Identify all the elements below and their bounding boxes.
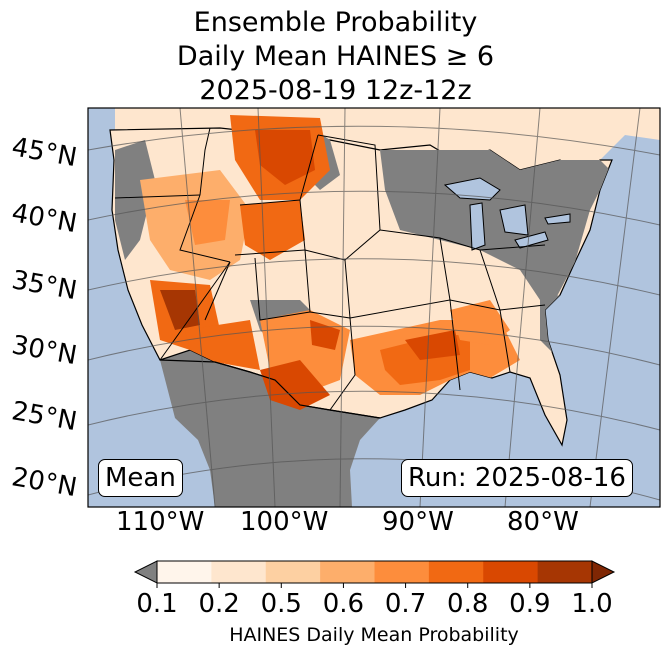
- lon-label-80w: 80°W: [507, 507, 579, 537]
- map-area: [88, 108, 660, 507]
- no-data-pacific-nw: [115, 140, 155, 260]
- lake-ontario: [544, 213, 571, 225]
- colorbar-segment: [265, 561, 321, 583]
- prob-west-texas: [260, 360, 330, 410]
- colorbar-tick-label: 0.8: [447, 589, 489, 619]
- colorbar-segment: [211, 561, 267, 583]
- colorbar-segment: [428, 561, 484, 583]
- colorbar-tick-label: 0.2: [198, 589, 240, 619]
- run-date-box: Run: 2025-08-16: [401, 459, 633, 497]
- map-frame: [87, 107, 661, 508]
- lon-label-100w: 100°W: [240, 507, 329, 537]
- colorbar-tick-label: 0.6: [322, 589, 365, 619]
- prob-wyoming: [240, 200, 305, 260]
- colorbar-tick-label: 0.5: [260, 589, 302, 619]
- mean-box: Mean: [98, 459, 183, 497]
- colorbar-tick-label: 0.7: [384, 589, 427, 619]
- colorbar-over-arrow: [591, 560, 616, 584]
- colorbar-tick-label: 0.1: [136, 589, 178, 619]
- prob-montana-core: [255, 130, 315, 185]
- state-borders: [114, 127, 546, 411]
- mexico-border: [159, 359, 381, 419]
- title-line-2: Daily Mean HAINES ≥ 6: [176, 41, 495, 72]
- colorbar-segment: [483, 561, 539, 583]
- colorbar-segment: [537, 561, 593, 583]
- no-data-northeast: [380, 150, 610, 300]
- prob-idaho: [185, 200, 230, 245]
- lake-michigan: [469, 202, 486, 251]
- colorbar: [133, 560, 616, 588]
- lake-huron: [499, 204, 529, 236]
- lon-label-110w: 110°W: [116, 507, 205, 537]
- colorbar-frame: [156, 560, 593, 584]
- colorbar-segment: [157, 561, 212, 583]
- colorbar-segment: [320, 561, 375, 583]
- colorbar-tick-label: 1.0: [571, 589, 613, 619]
- prob-ark-core: [405, 330, 460, 360]
- colorbar-tick-label: 0.9: [509, 589, 551, 619]
- colorbar-under-arrow: [133, 560, 158, 584]
- lon-label-90w: 90°W: [382, 507, 454, 537]
- colorbar-label: HAINES Daily Mean Probability: [229, 624, 519, 646]
- colorbar-segment: [374, 561, 430, 583]
- title-line-1: Ensemble Probability: [193, 7, 478, 38]
- prob-nevada-core: [160, 290, 200, 330]
- no-data-mexico-plateau: [230, 390, 300, 500]
- lake-erie: [514, 231, 549, 249]
- title-line-3: 2025-08-19 12z-12z: [199, 75, 472, 106]
